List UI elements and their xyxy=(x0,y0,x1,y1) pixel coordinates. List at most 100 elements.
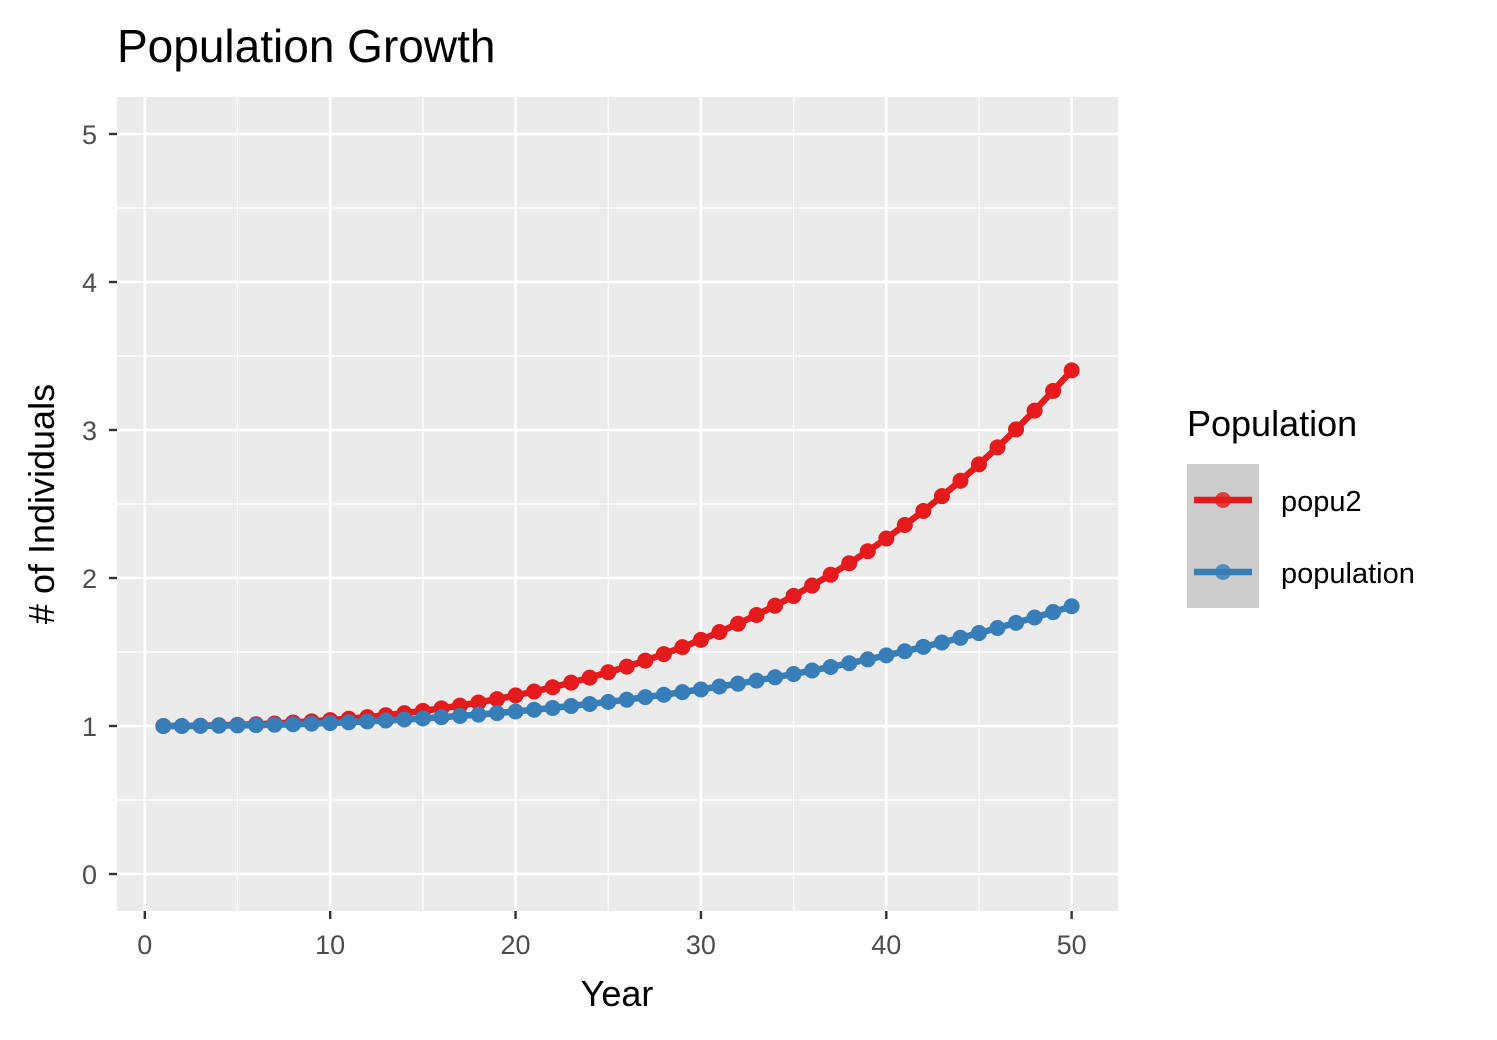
data-point-popu2 xyxy=(841,555,858,572)
data-point-popu2 xyxy=(933,488,950,505)
data-point-popu2 xyxy=(896,517,913,534)
data-point-popu2 xyxy=(1045,382,1062,399)
data-point-population xyxy=(896,643,913,660)
data-point-population xyxy=(1008,614,1025,631)
data-point-population xyxy=(377,712,394,729)
data-point-popu2 xyxy=(915,502,932,519)
data-point-popu2 xyxy=(581,669,598,686)
data-point-population xyxy=(526,701,543,718)
y-axis-title: # of Individuals xyxy=(21,384,62,624)
data-point-population xyxy=(841,655,858,672)
y-tick-label: 0 xyxy=(82,860,97,890)
data-point-popu2 xyxy=(711,624,728,641)
data-point-popu2 xyxy=(970,456,987,473)
x-tick-label: 50 xyxy=(1057,930,1087,960)
data-point-population xyxy=(489,705,506,722)
data-point-population xyxy=(155,718,172,734)
data-point-population xyxy=(322,715,339,732)
data-point-popu2 xyxy=(526,683,543,700)
data-point-popu2 xyxy=(637,652,654,669)
legend-key-background xyxy=(1187,464,1259,608)
data-point-population xyxy=(600,693,617,710)
legend-item-popu2: popu2 xyxy=(1194,486,1362,518)
data-point-population xyxy=(785,666,802,683)
data-point-popu2 xyxy=(655,646,672,663)
legend-label-population: population xyxy=(1281,558,1415,590)
data-point-population xyxy=(340,714,357,731)
data-point-population xyxy=(266,716,283,733)
data-point-population xyxy=(414,710,431,727)
data-point-population xyxy=(451,707,468,724)
data-point-population xyxy=(1063,598,1080,615)
legend-point-population xyxy=(1215,564,1231,580)
data-point-population xyxy=(507,703,524,720)
data-point-population xyxy=(915,638,932,655)
legend-label-popu2: popu2 xyxy=(1281,486,1362,518)
data-point-population xyxy=(248,717,265,734)
data-point-population xyxy=(470,706,487,723)
data-point-population xyxy=(433,709,450,726)
data-point-population xyxy=(989,620,1006,637)
data-point-population xyxy=(210,717,227,734)
x-tick-label: 0 xyxy=(137,930,152,960)
data-point-popu2 xyxy=(1008,421,1025,438)
series-population xyxy=(155,598,1080,734)
x-tick-label: 30 xyxy=(686,930,716,960)
y-tick-label: 5 xyxy=(82,120,97,150)
data-point-population xyxy=(1045,604,1062,621)
data-point-popu2 xyxy=(563,674,580,691)
data-point-popu2 xyxy=(489,691,506,708)
data-point-popu2 xyxy=(1063,362,1080,379)
x-axis-title: Year xyxy=(581,973,654,1014)
legend-items: popu2 population xyxy=(1194,486,1415,590)
data-point-population xyxy=(804,662,821,679)
data-point-popu2 xyxy=(767,597,784,614)
data-point-popu2 xyxy=(804,577,821,594)
data-point-population xyxy=(544,699,561,716)
data-point-population xyxy=(1026,609,1043,626)
data-point-popu2 xyxy=(544,679,561,696)
x-tick-label: 10 xyxy=(315,930,345,960)
x-tick-label: 40 xyxy=(871,930,901,960)
data-point-popu2 xyxy=(1026,402,1043,419)
minor-gridlines xyxy=(117,97,1118,911)
data-point-population xyxy=(618,691,635,708)
data-point-popu2 xyxy=(859,543,876,560)
data-point-popu2 xyxy=(692,631,709,648)
data-point-population xyxy=(692,681,709,698)
data-point-popu2 xyxy=(729,615,746,632)
data-point-population xyxy=(396,711,413,728)
data-point-population xyxy=(285,716,302,733)
data-point-popu2 xyxy=(878,530,895,547)
data-point-popu2 xyxy=(674,639,691,656)
data-point-population xyxy=(767,669,784,686)
data-point-population xyxy=(563,698,580,715)
data-point-population xyxy=(859,651,876,668)
legend-title: Population xyxy=(1187,403,1357,444)
data-point-population xyxy=(933,634,950,651)
data-point-popu2 xyxy=(822,566,839,583)
x-tick-label: 20 xyxy=(501,930,531,960)
legend-point-popu2 xyxy=(1215,492,1231,508)
data-point-population xyxy=(229,717,246,734)
axis-ticks: 0 10 20 30 40 50 0 1 2 3 4 5 xyxy=(82,120,1087,960)
data-point-population xyxy=(711,678,728,695)
chart-title: Population Growth xyxy=(117,20,495,72)
data-point-population xyxy=(878,647,895,664)
data-point-population xyxy=(303,715,320,732)
data-point-popu2 xyxy=(470,694,487,711)
data-point-popu2 xyxy=(989,439,1006,456)
data-point-population xyxy=(359,713,376,730)
data-point-population xyxy=(729,675,746,692)
data-point-population xyxy=(637,689,654,706)
data-point-popu2 xyxy=(618,658,635,675)
data-point-population xyxy=(822,658,839,675)
data-point-population xyxy=(674,684,691,701)
y-tick-label: 1 xyxy=(82,712,97,742)
data-point-popu2 xyxy=(600,664,617,681)
y-tick-label: 4 xyxy=(82,268,97,298)
data-point-popu2 xyxy=(952,472,969,489)
data-point-popu2 xyxy=(785,587,802,604)
data-point-population xyxy=(192,717,209,734)
